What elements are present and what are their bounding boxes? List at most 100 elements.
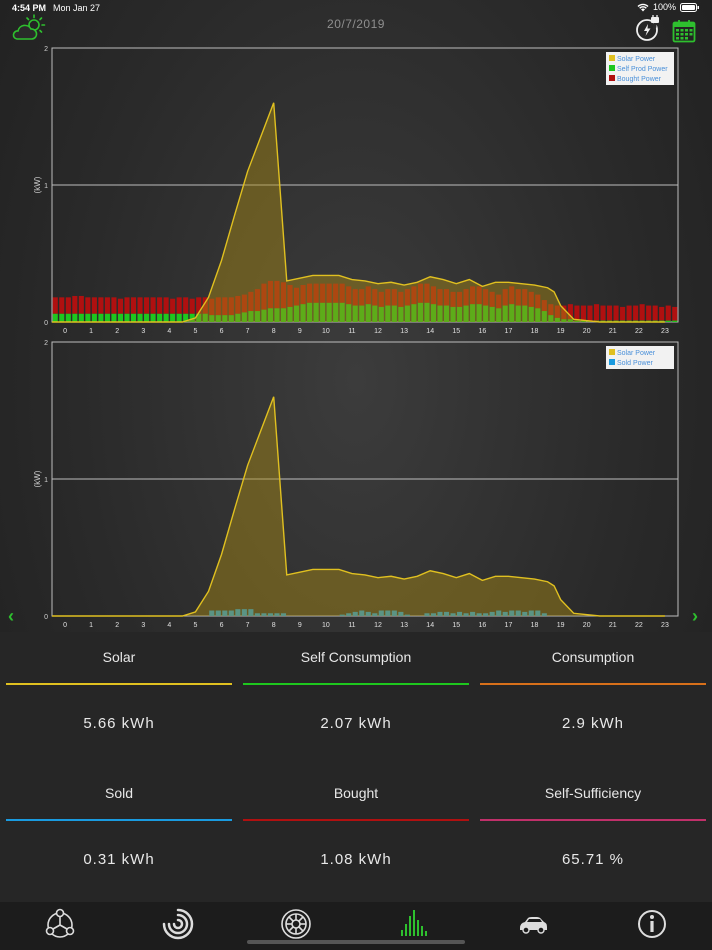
self-prod-bar [548, 315, 554, 322]
self-prod-bar [65, 313, 71, 322]
bought-bar [541, 300, 547, 312]
self-prod-bar [287, 306, 293, 322]
stat-sold: Sold 0.31 kWh [6, 785, 232, 868]
stat-label: Self Consumption [300, 649, 412, 665]
sold-bar [502, 611, 508, 616]
self-prod-bar [104, 313, 110, 322]
sold-bar [274, 613, 280, 616]
bought-bar [404, 289, 410, 306]
car-icon[interactable] [515, 906, 551, 942]
self-prod-bar [672, 320, 678, 322]
sold-bar [430, 613, 437, 616]
stat-value: 65.71 % [561, 851, 625, 868]
bought-bar [59, 297, 65, 314]
self-prod-bar [665, 320, 671, 322]
sold-bar [522, 611, 528, 616]
stats-panel: Solar 5.66 kWh Self Consumption 2.07 kWh… [0, 632, 712, 902]
x-tick-label: 21 [609, 328, 617, 335]
sold-bar [378, 610, 384, 616]
production-chart: 012(kW)0 1 2 3 4 5 6 7 8 9 10 11 12 13 14 15 16 17 18 19 20 2… [33, 46, 679, 335]
self-prod-bar [176, 313, 182, 322]
x-tick-label: 3 [141, 328, 145, 335]
bought-bar [104, 297, 110, 314]
ev-charger-icon[interactable] [634, 15, 662, 43]
x-tick-label: 12 [374, 622, 382, 629]
bought-bar [196, 297, 202, 314]
bought-bar [144, 297, 150, 314]
chevron-left-icon[interactable]: ‹ [8, 606, 14, 626]
stat-self-consumption: Self Consumption 2.07 kWh [243, 649, 469, 732]
bought-bar [287, 285, 293, 307]
self-prod-bar [313, 302, 319, 322]
bought-bar [98, 297, 104, 314]
bought-bar [665, 305, 671, 321]
info-icon[interactable] [634, 906, 670, 942]
bought-bar [189, 298, 195, 314]
x-tick-label: 2 [115, 622, 119, 629]
sold-bar [339, 614, 345, 616]
x-tick-label: 8 [272, 328, 276, 335]
legend-label: Self Prod Power [617, 66, 668, 73]
self-prod-bar [417, 302, 423, 322]
legend-box [606, 346, 674, 369]
self-prod-bar [385, 305, 391, 322]
bought-bar [398, 291, 404, 307]
battery-percent: 100% [652, 2, 676, 12]
bought-bar [437, 289, 443, 306]
sold-bar [228, 610, 234, 616]
self-prod-bar [52, 313, 58, 322]
x-tick-label: 20 [583, 328, 591, 335]
self-prod-bar [209, 315, 215, 322]
x-tick-label: 13 [400, 622, 408, 629]
partly-cloudy-icon[interactable] [12, 14, 48, 42]
self-prod-bar [98, 313, 104, 322]
self-prod-bar [215, 315, 221, 322]
legend-swatch [609, 65, 615, 71]
x-tick-label: 17 [505, 328, 513, 335]
bought-bar [91, 297, 97, 314]
bought-bar [163, 297, 169, 314]
self-prod-bar [398, 306, 404, 322]
sold-bar [509, 610, 515, 616]
x-tick-label: 12 [374, 328, 382, 335]
system-icon[interactable] [42, 906, 78, 942]
bought-bar [372, 289, 378, 306]
sold-bar [372, 613, 378, 616]
stat-underline [480, 819, 706, 821]
selected-date[interactable]: 20/7/2019 [327, 17, 385, 31]
calendar-icon[interactable] [672, 19, 696, 43]
self-prod-bar [430, 304, 437, 322]
sold-chart: 012(kW)0 1 2 3 4 5 6 7 8 9 10 11 12 13 14 15 16 17 18 19 20 2… [33, 340, 679, 629]
sold-bar [267, 613, 273, 616]
bought-bar [346, 286, 352, 305]
chevron-right-icon[interactable]: › [692, 606, 698, 626]
self-prod-bar [391, 305, 397, 322]
bought-bar [391, 289, 397, 306]
self-prod-bar [144, 313, 150, 322]
gauge-icon[interactable] [160, 906, 196, 942]
bought-bar [274, 280, 280, 309]
self-prod-bar [554, 317, 560, 322]
self-prod-bar [489, 306, 495, 322]
self-prod-bar [346, 304, 352, 322]
bought-bar [176, 297, 182, 314]
x-tick-label: 21 [609, 622, 617, 629]
y-tick-label: 0 [44, 614, 48, 621]
x-tick-label: 7 [246, 622, 250, 629]
wheel-icon[interactable] [278, 906, 314, 942]
x-tick-label: 9 [298, 622, 302, 629]
self-prod-bar [320, 302, 326, 322]
self-prod-bar [339, 302, 345, 322]
sold-bar [450, 613, 456, 616]
x-tick-label: 16 [478, 328, 486, 335]
sold-bar [483, 613, 489, 616]
self-prod-bar [352, 305, 358, 322]
x-tick-label: 18 [531, 328, 539, 335]
self-prod-bar [254, 311, 260, 322]
bought-bar [117, 298, 124, 314]
bought-bar [561, 305, 567, 320]
bought-bar [646, 305, 652, 321]
self-prod-bar [85, 313, 91, 322]
bought-bar [320, 283, 326, 303]
bar-history-icon[interactable] [396, 906, 432, 942]
